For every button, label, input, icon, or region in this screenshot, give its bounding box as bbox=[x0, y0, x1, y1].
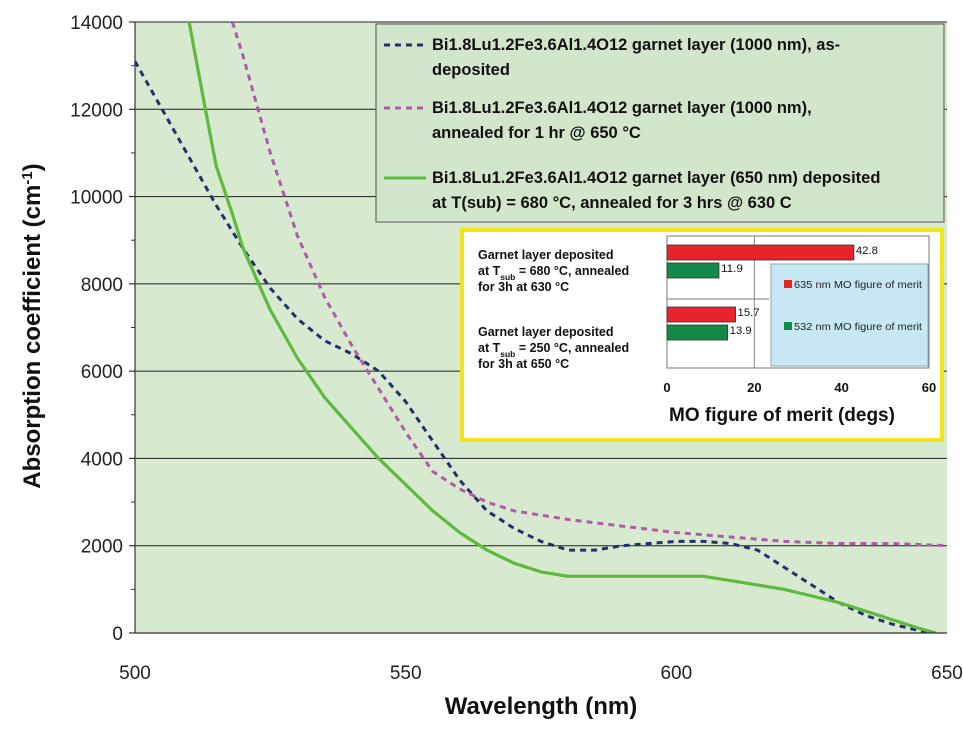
inset-legend-box bbox=[770, 263, 929, 367]
legend-label-1: deposited bbox=[432, 61, 510, 79]
legend-label-3: at T(sub) = 680 °C, annealed for 3 hrs @… bbox=[432, 194, 792, 212]
y-axis-title-sup: -1 bbox=[19, 171, 36, 184]
inset-category-text: = 250 °C, annealed bbox=[515, 341, 629, 355]
y-tick-label: 8000 bbox=[81, 275, 123, 296]
inset-x-tick-label: 0 bbox=[663, 380, 670, 395]
inset-x-tick-label: 60 bbox=[922, 380, 936, 395]
y-tick-label: 14000 bbox=[70, 13, 123, 34]
inset-category-label: Garnet layer deposited bbox=[478, 248, 613, 262]
inset-category-text: Garnet layer deposited bbox=[478, 248, 613, 262]
inset-bar-label: 42.8 bbox=[856, 245, 878, 257]
legend-label-2: annealed for 1 hr @ 650 °C bbox=[432, 124, 641, 142]
inset-x-tick-label: 20 bbox=[747, 380, 761, 395]
series-line-2 bbox=[230, 22, 947, 548]
x-tick-label: 550 bbox=[390, 663, 422, 684]
inset-category-text: = 680 °C, annealed bbox=[515, 264, 629, 278]
inset-category-text: for 3h at 650 °C bbox=[478, 357, 569, 371]
inset-legend-swatch-1 bbox=[784, 280, 792, 288]
inset-category-text: at T bbox=[478, 341, 501, 355]
inset-bar-red bbox=[666, 244, 855, 261]
inset-category-label: at Tsub = 250 °C, annealed bbox=[478, 341, 629, 359]
inset-category-label: at Tsub = 680 °C, annealed bbox=[478, 264, 629, 282]
inset-category-label: for 3h at 630 °C bbox=[478, 280, 569, 294]
inset-x-tick-label: 40 bbox=[834, 380, 848, 395]
y-tick-label: 6000 bbox=[81, 362, 123, 383]
series-line-1 bbox=[135, 60, 932, 633]
inset-category-text: at T bbox=[478, 264, 501, 278]
inset-category-sub: sub bbox=[500, 272, 515, 282]
legend-box bbox=[375, 23, 945, 223]
y-tick-label: 0 bbox=[112, 624, 123, 645]
legend-label-2: Bi1.8Lu1.2Fe3.6Al1.4O12 garnet layer (10… bbox=[432, 99, 812, 117]
x-tick-label: 500 bbox=[119, 663, 151, 684]
inset-legend-label-1: 635 nm MO figure of merit bbox=[794, 280, 922, 291]
inset-category-text: for 3h at 630 °C bbox=[478, 280, 569, 294]
inset-bar-label: 15.7 bbox=[738, 307, 760, 319]
legend-label-1: Bi1.8Lu1.2Fe3.6Al1.4O12 garnet layer (10… bbox=[432, 36, 840, 54]
inset-bar-green bbox=[666, 262, 720, 279]
inset-category-label: for 3h at 650 °C bbox=[478, 357, 569, 371]
y-axis-title-main: Absorption coefficient (cm bbox=[19, 185, 46, 489]
inset-category-label: Garnet layer deposited bbox=[478, 325, 613, 339]
inset-bar-label: 13.9 bbox=[730, 325, 752, 337]
inset-bar-label: 11.9 bbox=[721, 263, 743, 275]
inset-category-text: Garnet layer deposited bbox=[478, 325, 613, 339]
series-line-3 bbox=[187, 22, 937, 633]
y-tick-label: 12000 bbox=[70, 100, 123, 121]
x-tick-label: 600 bbox=[660, 663, 692, 684]
y-axis-title: Absorption coefficient (cm-1) bbox=[19, 163, 47, 488]
inset-bar-green bbox=[666, 324, 729, 341]
inset-legend-swatch-2 bbox=[784, 322, 792, 330]
y-tick-label: 10000 bbox=[70, 188, 123, 209]
legend-label-3: Bi1.8Lu1.2Fe3.6Al1.4O12 garnet layer (65… bbox=[432, 169, 880, 187]
y-tick-label: 2000 bbox=[81, 537, 123, 558]
inset-category-sub: sub bbox=[500, 349, 515, 359]
x-tick-label: 650 bbox=[931, 663, 963, 684]
inset-legend-label-2: 532 nm MO figure of merit bbox=[794, 322, 922, 333]
inset-bar-red bbox=[666, 306, 736, 323]
y-axis-title-close: ) bbox=[19, 163, 46, 171]
x-axis-title: Wavelength (nm) bbox=[445, 693, 637, 720]
y-tick-label: 4000 bbox=[81, 449, 123, 470]
inset-x-axis-title: MO figure of merit (degs) bbox=[669, 405, 895, 426]
